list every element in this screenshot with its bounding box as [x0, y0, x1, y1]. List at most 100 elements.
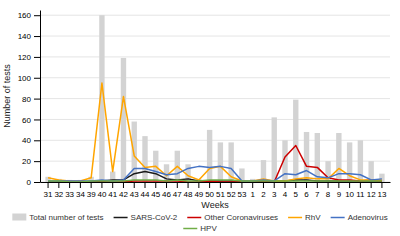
- x-tick: 33: [65, 182, 74, 199]
- y-tick: 140: [18, 32, 40, 41]
- tick-label: 3: [272, 190, 277, 199]
- legend-item: Total number of tests: [12, 213, 103, 222]
- x-axis: 3132333439404142434445464748495051525312…: [41, 182, 391, 199]
- line: [48, 83, 382, 181]
- tick-label: 160: [18, 11, 32, 20]
- tick-label: 13: [377, 190, 386, 199]
- tick-label: 39: [87, 190, 96, 199]
- tick-label: 43: [130, 190, 139, 199]
- x-tick: 42: [119, 182, 128, 199]
- tick-label: 140: [18, 32, 32, 41]
- bar: [121, 58, 126, 182]
- tick-mark: [338, 182, 339, 188]
- legend-swatch: [331, 217, 345, 219]
- tick-label: 51: [216, 190, 225, 199]
- tick-mark: [198, 182, 199, 188]
- tick-mark: [381, 182, 382, 188]
- legend-swatch: [12, 214, 26, 221]
- legend-swatch: [183, 228, 197, 230]
- tick-mark: [34, 140, 40, 141]
- x-tick: 32: [54, 182, 63, 199]
- legend-label: Other Coronaviruses: [204, 213, 278, 222]
- bar: [218, 142, 223, 182]
- tick-mark: [252, 182, 253, 188]
- tick-label: 4: [283, 190, 288, 199]
- line: [48, 146, 382, 182]
- tick-label: 52: [227, 190, 236, 199]
- tick-mark: [220, 182, 221, 188]
- tick-mark: [58, 182, 59, 188]
- line: [48, 166, 382, 181]
- tick-mark: [349, 182, 350, 188]
- legend-swatch: [114, 217, 128, 219]
- x-tick: 53: [237, 182, 246, 199]
- chart: Total number of tests SARS-CoV-2 Other Cor…: [0, 0, 400, 236]
- y-tick: 40: [22, 136, 40, 145]
- tick-label: 100: [18, 74, 32, 83]
- tick-label: 32: [54, 190, 63, 199]
- tick-label: 5: [294, 190, 299, 199]
- x-tick: 39: [87, 182, 96, 199]
- legend-label: Adenovirus: [348, 213, 388, 222]
- legend: Total number of tests SARS-CoV-2 Other Cor…: [12, 213, 387, 233]
- tick-label: 2: [261, 190, 266, 199]
- y-tick: 20: [22, 157, 40, 166]
- tick-label: 44: [141, 190, 150, 199]
- grid-line: [40, 15, 390, 16]
- tick-mark: [328, 182, 329, 188]
- grid-line: [40, 77, 390, 78]
- grid-line: [40, 98, 390, 99]
- legend-item: RhV: [288, 213, 321, 222]
- tick-mark: [123, 182, 124, 188]
- legend-swatch: [187, 217, 201, 219]
- axis-line: [41, 182, 391, 183]
- x-tick: 2: [261, 182, 266, 199]
- legend-label: Total number of tests: [29, 213, 103, 222]
- y-tick: 120: [18, 53, 40, 62]
- y-tick: 80: [22, 95, 40, 104]
- x-tick: 31: [44, 182, 53, 199]
- tick-mark: [188, 182, 189, 188]
- legend-item: Other Coronaviruses: [187, 213, 278, 222]
- tick-mark: [241, 182, 242, 188]
- tick-mark: [306, 182, 307, 188]
- tick-mark: [34, 57, 40, 58]
- tick-mark: [145, 182, 146, 188]
- tick-mark: [285, 182, 286, 188]
- x-tick: 12: [367, 182, 376, 199]
- tick-mark: [112, 182, 113, 188]
- tick-label: 20: [22, 157, 31, 166]
- legend-label: HPV: [200, 224, 217, 233]
- tick-label: 33: [65, 190, 74, 199]
- marks: [45, 15, 384, 182]
- bar: [207, 130, 212, 182]
- tick-mark: [34, 119, 40, 120]
- tick-label: 46: [162, 190, 171, 199]
- x-tick: 49: [194, 182, 203, 199]
- y-tick: 100: [18, 74, 40, 83]
- bar: [293, 100, 298, 182]
- legend-item: HPV: [183, 224, 217, 233]
- tick-mark: [274, 182, 275, 188]
- bar: [304, 132, 309, 182]
- x-tick: 52: [227, 182, 236, 199]
- tick-label: 34: [76, 190, 85, 199]
- bar: [272, 117, 277, 182]
- bar-series: [45, 15, 384, 182]
- tick-mark: [34, 182, 40, 183]
- legend-label: RhV: [305, 213, 321, 222]
- tick-label: 40: [22, 136, 31, 145]
- x-tick: 6: [304, 182, 309, 199]
- x-tick: 10: [345, 182, 354, 199]
- tick-label: 50: [205, 190, 214, 199]
- y-tick: 0: [27, 178, 40, 187]
- tick-label: 42: [119, 190, 128, 199]
- legend-item: SARS-CoV-2: [114, 213, 178, 222]
- x-tick: 45: [151, 182, 160, 199]
- legend-label: SARS-CoV-2: [131, 213, 178, 222]
- tick-label: 120: [18, 53, 32, 62]
- x-tick: 48: [184, 182, 193, 199]
- tick-mark: [101, 182, 102, 188]
- tick-mark: [34, 78, 40, 79]
- tick-mark: [91, 182, 92, 188]
